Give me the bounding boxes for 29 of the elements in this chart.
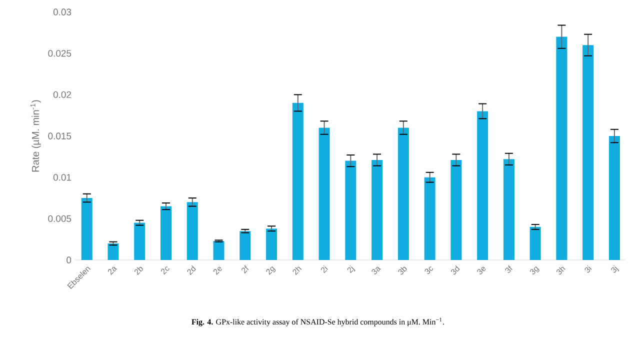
bar [503,159,514,260]
y-tick-label: 0 [66,256,72,264]
y-tick-label: 0.005 [48,215,72,222]
bar [81,198,92,260]
bar [213,240,224,260]
bar [240,231,251,260]
y-tick-label: 0.02 [53,91,72,98]
y-tick-label: 0.03 [53,8,72,16]
bar [266,228,278,260]
bar [530,226,541,260]
y-tick-label: 0.025 [48,50,72,57]
bar [372,160,383,260]
bar [424,177,436,260]
bar [582,45,594,260]
bar [345,160,356,260]
bar [108,243,119,260]
bar [160,206,172,260]
bar [398,128,409,260]
bar [477,111,488,260]
y-tick-label: 0.015 [48,132,72,140]
bar [318,128,330,260]
bar [134,222,146,260]
y-tick-label: 0.01 [53,174,72,181]
bar [186,202,198,260]
bar [608,136,620,260]
y-axis-title: Rate (µM. min$^{-1}$) [30,100,41,172]
bar [450,160,462,260]
bar [556,36,568,260]
bar [292,102,304,260]
